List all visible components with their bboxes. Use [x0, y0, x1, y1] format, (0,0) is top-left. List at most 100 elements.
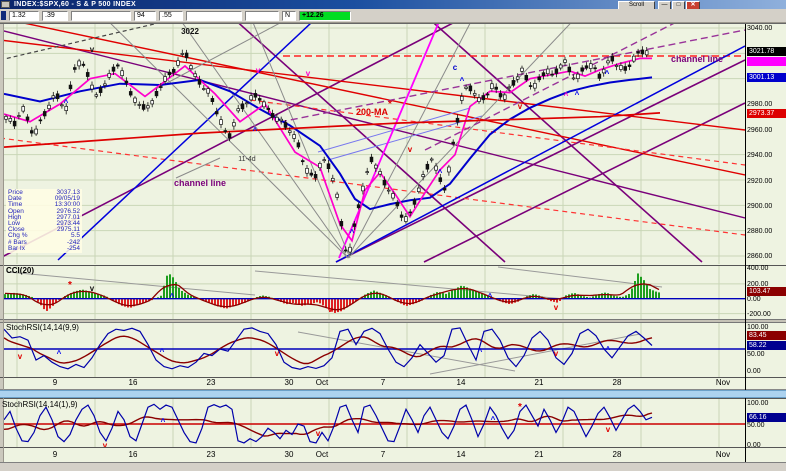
- toolbar-cell[interactable]: +12.26: [299, 11, 351, 21]
- price-axis-label: 2980.00: [747, 101, 773, 108]
- toolbar-cell[interactable]: .55: [159, 11, 183, 21]
- date-axis-label: 16: [128, 378, 138, 387]
- chart-marker: ^: [170, 292, 175, 301]
- info-box-field-value: 09/05/19: [54, 195, 80, 203]
- window-title: INDEX:$SPX,60 - S & P 500 INDEX: [14, 1, 136, 8]
- date-axis-bottom: 9 16 23 30 Oct 7 14 21 28 Nov: [0, 450, 745, 462]
- chart-annotation: 11-4d: [238, 156, 256, 163]
- stochrsi1-panel-label: StochRSI(14,14(9,9): [6, 323, 79, 332]
- info-box-row: Bar Ix -254: [8, 244, 80, 252]
- toolbar-cell[interactable]: 1.32: [9, 11, 39, 21]
- chart-marker: ^: [64, 98, 69, 107]
- info-box-row: Chg % 5.5: [8, 232, 80, 240]
- price-axis-label: 2973.37: [747, 109, 786, 118]
- info-box-field-label: Low: [8, 220, 20, 228]
- chart-annotation: 200-MA: [355, 107, 389, 117]
- info-box-row: Date 09/05/19: [8, 195, 80, 203]
- chart-marker: ^: [564, 91, 569, 100]
- window-left-border: [0, 23, 3, 462]
- price-axis-label: 100.00: [747, 324, 769, 331]
- date-axis-label: 9: [52, 378, 58, 387]
- title-bar[interactable]: INDEX:$SPX,60 - S & P 500 INDEX: [0, 0, 786, 9]
- toolbar-cell[interactable]: 94: [134, 11, 156, 21]
- chart-marker: ^: [438, 168, 443, 177]
- price-axis-label: 0.00: [747, 296, 761, 303]
- price-axis-label: [747, 57, 786, 66]
- info-box-field-value: 13:30:00: [54, 201, 80, 209]
- info-box-row: Time 13:30:00: [8, 201, 80, 209]
- info-box-field-label: High: [8, 213, 22, 221]
- date-axis-label: 23: [206, 450, 216, 459]
- date-axis-label: 21: [534, 378, 544, 387]
- date-axis-label: Oct: [315, 450, 329, 459]
- cursor-info-box: Price 3037.13 Date 09/05/19 Time 13:30:00 Open…: [6, 189, 82, 254]
- chart-marker: ^: [605, 69, 610, 78]
- price-axis-label: 100.00: [747, 400, 769, 407]
- price-axis-label: 66.16: [747, 413, 786, 422]
- date-axis-label: 9: [52, 450, 58, 459]
- toolbar-cell[interactable]: [245, 11, 279, 21]
- price-axis-label: 3040.00: [747, 25, 773, 32]
- toolbar-cell[interactable]: [71, 11, 131, 21]
- price-axis-label: 200.00: [747, 281, 769, 288]
- chart-marker: v: [606, 425, 611, 434]
- chart-marker: v: [256, 66, 261, 75]
- info-box-field-value: 2976.52: [56, 207, 81, 215]
- toolbar-cell[interactable]: .39: [42, 11, 68, 21]
- price-axis-label: 2880.00: [747, 228, 773, 235]
- info-box-field-label: Time: [8, 201, 23, 209]
- toolbar-icon: [1, 11, 6, 20]
- stochrsi2-panel-label: StochRSI(14,14(1),9): [2, 400, 78, 409]
- info-box-field-value: -254: [66, 244, 80, 252]
- chart-marker: ^: [350, 228, 355, 237]
- chart-marker: ^: [460, 76, 465, 85]
- chart-marker: v: [408, 145, 413, 154]
- chart-marker: ^: [57, 349, 62, 358]
- chart-marker: ^: [491, 415, 496, 424]
- chart-marker: ^: [253, 126, 258, 135]
- cci-panel-label: CCI(20): [6, 266, 35, 275]
- price-axis-label: 0.00: [747, 368, 761, 375]
- info-box-field-value: 2973.44: [56, 220, 81, 228]
- price-axis-label: 3001.13: [747, 73, 786, 82]
- info-box-field-value: 2975.11: [56, 226, 80, 234]
- chart-marker: v: [306, 69, 311, 78]
- window-splitter-bar[interactable]: [0, 390, 786, 398]
- info-box-field-value: 3037.13: [56, 189, 81, 196]
- info-box-field-label: Bar Ix: [8, 244, 25, 252]
- chart-annotation: channel line: [670, 54, 724, 64]
- date-axis-label: 14: [456, 450, 466, 459]
- info-box-field-label: Chg %: [8, 232, 28, 240]
- info-box-field-label: Date: [8, 195, 22, 203]
- chart-marker: v: [18, 352, 23, 361]
- date-axis-label: 7: [380, 378, 386, 387]
- date-axis-label: 7: [380, 450, 386, 459]
- chart-marker: v: [103, 441, 108, 450]
- toolbar-cell[interactable]: [186, 11, 242, 21]
- price-axis-label: 50.00: [747, 351, 765, 358]
- info-box-row: Price 3037.13: [8, 189, 81, 196]
- date-axis-label: 14: [456, 378, 466, 387]
- toolbar-cell[interactable]: N: [282, 11, 296, 21]
- chart-marker: v: [554, 303, 559, 312]
- info-box-field-label: # Bars: [8, 238, 27, 246]
- date-axis-label: 28: [612, 378, 622, 387]
- chart-annotation: 3022: [181, 27, 199, 36]
- chart-marker: v: [554, 349, 559, 358]
- date-axis-label: Nov: [715, 378, 731, 387]
- price-axis-label: 2940.00: [747, 152, 773, 159]
- info-box-field-value: -242: [66, 238, 80, 246]
- price-axis-label: 2860.00: [747, 253, 773, 260]
- date-axis-label: 23: [206, 378, 216, 387]
- info-box-row: # Bars -242: [8, 238, 80, 246]
- info-box-field-label: Open: [8, 207, 24, 215]
- chart-marker: *: [388, 99, 392, 110]
- date-axis-main: 9 16 23 30 Oct 7 14 21 28 Nov: [0, 378, 745, 390]
- info-box-field-value: 5.5: [70, 232, 80, 240]
- chart-marker: ^: [488, 292, 493, 301]
- price-axis-label: -200.00: [747, 311, 771, 318]
- info-box-field-value: 2977.01: [56, 213, 81, 221]
- chart-marker: v: [90, 284, 95, 293]
